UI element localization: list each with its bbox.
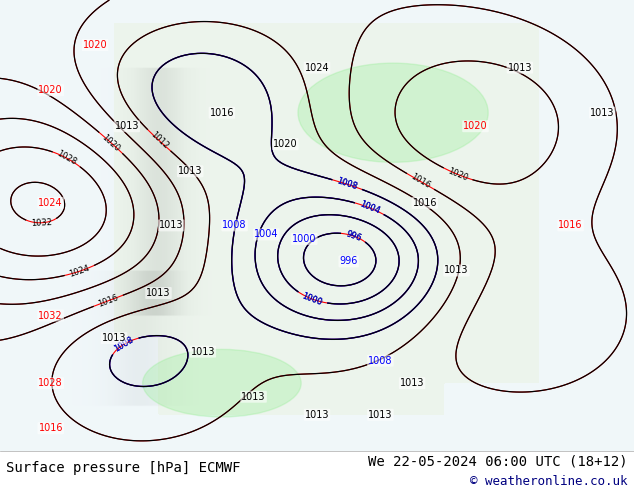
Text: 1020: 1020	[463, 121, 488, 131]
Text: 996: 996	[345, 229, 363, 243]
Text: 1028: 1028	[39, 378, 63, 388]
Text: 1000: 1000	[292, 234, 316, 244]
Text: 1000: 1000	[301, 291, 323, 307]
Text: 1016: 1016	[413, 198, 437, 208]
Text: 1020: 1020	[100, 132, 122, 153]
Text: 1013: 1013	[191, 346, 215, 357]
Text: 1008: 1008	[336, 177, 359, 192]
Text: 1013: 1013	[444, 266, 469, 275]
Text: 1013: 1013	[400, 378, 424, 388]
Text: 1013: 1013	[305, 410, 329, 420]
Ellipse shape	[143, 349, 301, 417]
Text: 1013: 1013	[178, 166, 202, 176]
Text: 1016: 1016	[409, 172, 432, 191]
Text: 1013: 1013	[508, 63, 532, 73]
Text: 1008: 1008	[113, 335, 136, 353]
Text: 1024: 1024	[39, 198, 63, 208]
Text: 1008: 1008	[113, 335, 136, 353]
Text: 1013: 1013	[242, 392, 266, 402]
Text: 1032: 1032	[30, 218, 52, 228]
Text: 1024: 1024	[305, 63, 329, 73]
Text: 1028: 1028	[55, 149, 79, 167]
Text: 1013: 1013	[590, 108, 614, 118]
Text: 1000: 1000	[301, 291, 323, 307]
Text: 1008: 1008	[223, 220, 247, 230]
Text: 1016: 1016	[559, 220, 583, 230]
Text: 1020: 1020	[273, 139, 297, 149]
Text: 1008: 1008	[368, 356, 392, 366]
Text: 1013: 1013	[102, 333, 126, 343]
Text: 1008: 1008	[336, 177, 359, 192]
Text: 1020: 1020	[446, 166, 469, 183]
Text: © weatheronline.co.uk: © weatheronline.co.uk	[470, 475, 628, 488]
Text: 1032: 1032	[39, 311, 63, 320]
Text: Surface pressure [hPa] ECMWF: Surface pressure [hPa] ECMWF	[6, 462, 241, 475]
Text: 1012: 1012	[148, 130, 170, 151]
Ellipse shape	[298, 63, 488, 162]
Text: 1004: 1004	[358, 200, 381, 216]
Text: 1024: 1024	[68, 264, 91, 279]
Text: 996: 996	[345, 229, 363, 243]
Text: 1013: 1013	[115, 121, 139, 131]
Text: 1013: 1013	[159, 220, 183, 230]
Text: 1013: 1013	[368, 410, 392, 420]
Text: 1016: 1016	[97, 293, 120, 309]
Text: 1016: 1016	[210, 108, 234, 118]
Text: 1020: 1020	[39, 85, 63, 95]
Text: 1004: 1004	[254, 229, 278, 240]
Text: 1013: 1013	[146, 288, 171, 298]
Text: We 22-05-2024 06:00 UTC (18+12): We 22-05-2024 06:00 UTC (18+12)	[368, 455, 628, 469]
Text: 1016: 1016	[39, 423, 63, 433]
Text: 1020: 1020	[83, 40, 107, 50]
Text: 1004: 1004	[358, 200, 381, 216]
Text: 996: 996	[340, 256, 358, 267]
